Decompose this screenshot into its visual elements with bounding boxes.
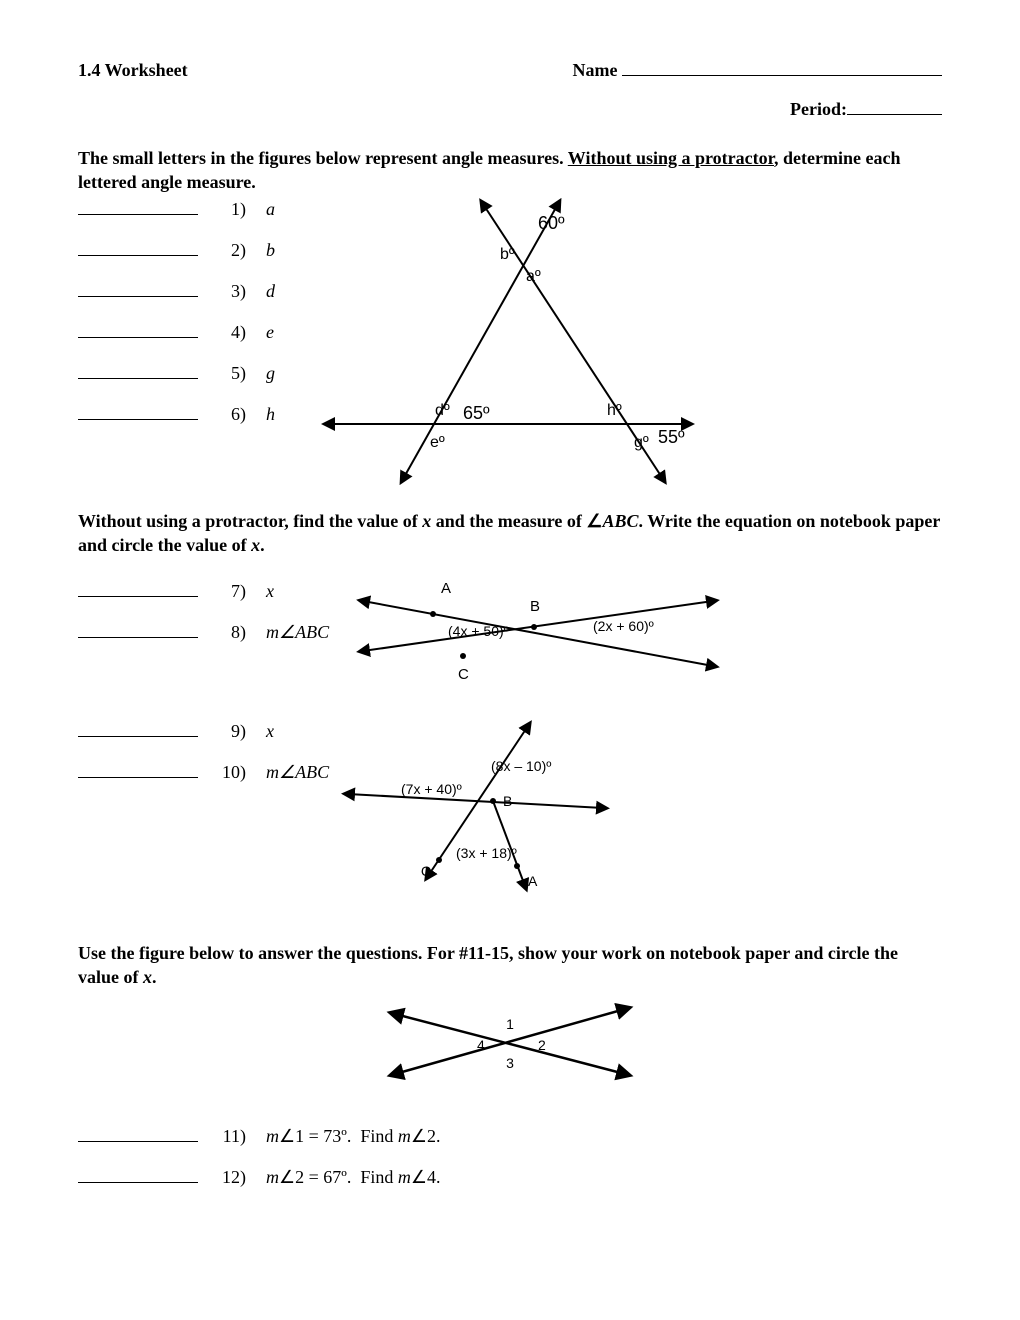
label-h: hº xyxy=(607,402,622,419)
q7: 7)x xyxy=(78,581,329,602)
ptC-910: C xyxy=(421,863,431,879)
label-65: 65º xyxy=(463,403,490,423)
section2-block-910: 9)x 10)m∠ABC B C A (8x – 10)º (7x + 40)º… xyxy=(78,721,942,901)
ptA-910: A xyxy=(528,873,538,889)
q5: 5)g xyxy=(78,363,275,384)
expr-bot-910: (3x + 18)º xyxy=(456,845,517,861)
q910-col: 9)x 10)m∠ABC xyxy=(78,721,329,803)
expr-left-78: (4x + 50)º xyxy=(448,623,509,639)
label-60: 60º xyxy=(538,213,565,233)
section1-questions: 1)a 2)b 3)d 4)e 5)g 6)h xyxy=(78,199,275,445)
worksheet-title: 1.4 Worksheet xyxy=(78,60,188,81)
label-b: bº xyxy=(500,246,515,263)
q11-text: m∠1 = 73º. Find m∠2. xyxy=(266,1126,441,1147)
name-blank-line[interactable] xyxy=(622,75,942,76)
label-55: 55º xyxy=(658,427,685,447)
figure-78: A B C (4x + 50)º (2x + 60)º xyxy=(333,571,733,681)
worksheet-page: 1.4 Worksheet Name Period: The small let… xyxy=(0,0,1020,1320)
ptA-78: A xyxy=(441,580,451,597)
ptB-78: B xyxy=(530,598,540,615)
q6: 6)h xyxy=(78,404,275,425)
period-row: Period: xyxy=(78,99,942,120)
label-e: eº xyxy=(430,434,445,451)
q2: 2)b xyxy=(78,240,275,261)
q12: 12) m∠2 = 67º. Find m∠4. xyxy=(78,1167,942,1188)
label-g: gº xyxy=(634,434,649,451)
q1: 1)a xyxy=(78,199,275,220)
expr-top-910: (8x – 10)º xyxy=(491,758,551,774)
q11: 11) m∠1 = 73º. Find m∠2. xyxy=(78,1126,942,1147)
expr-right-78: (2x + 60)º xyxy=(593,618,654,634)
q3: 3)d xyxy=(78,281,275,302)
n3: 3 xyxy=(506,1055,514,1071)
n2: 2 xyxy=(538,1037,546,1053)
period-blank-line[interactable] xyxy=(847,114,942,115)
section1-figure: 60º bº aº dº 65º hº eº gº 55º xyxy=(308,189,698,489)
q8: 8)m∠ABC xyxy=(78,622,329,643)
ptC-78: C xyxy=(458,666,469,681)
n1: 1 xyxy=(506,1016,514,1032)
q12-text: m∠2 = 67º. Find m∠4. xyxy=(266,1167,441,1188)
section3-questions: 11) m∠1 = 73º. Find m∠2. 12) m∠2 = 67º. … xyxy=(78,1126,942,1188)
section3-figure-wrap: 1 2 3 4 xyxy=(78,994,942,1094)
section1-block: 1)a 2)b 3)d 4)e 5)g 6)h 60º bº aº dº xyxy=(78,199,942,499)
ptB-910: B xyxy=(503,793,512,809)
section3-instructions: Use the figure below to answer the quest… xyxy=(78,941,942,990)
section1-instructions: The small letters in the figures below r… xyxy=(78,146,942,195)
section2-instructions: Without using a protractor, find the val… xyxy=(78,509,942,558)
label-a: aº xyxy=(526,268,541,285)
figure-910: B C A (8x – 10)º (7x + 40)º (3x + 18)º xyxy=(333,716,613,896)
section2-block-78: 7)x 8)m∠ABC A B C (4x + 50)º (2x + 60)º xyxy=(78,581,942,701)
section3-figure: 1 2 3 4 xyxy=(380,994,640,1094)
label-d: dº xyxy=(435,402,450,419)
q10: 10)m∠ABC xyxy=(78,762,329,783)
header-row: 1.4 Worksheet Name xyxy=(78,60,942,81)
q4: 4)e xyxy=(78,322,275,343)
expr-left-910: (7x + 40)º xyxy=(401,781,462,797)
n4: 4 xyxy=(477,1037,485,1053)
q9: 9)x xyxy=(78,721,329,742)
q78-col: 7)x 8)m∠ABC xyxy=(78,581,329,663)
name-field: Name xyxy=(573,60,942,81)
